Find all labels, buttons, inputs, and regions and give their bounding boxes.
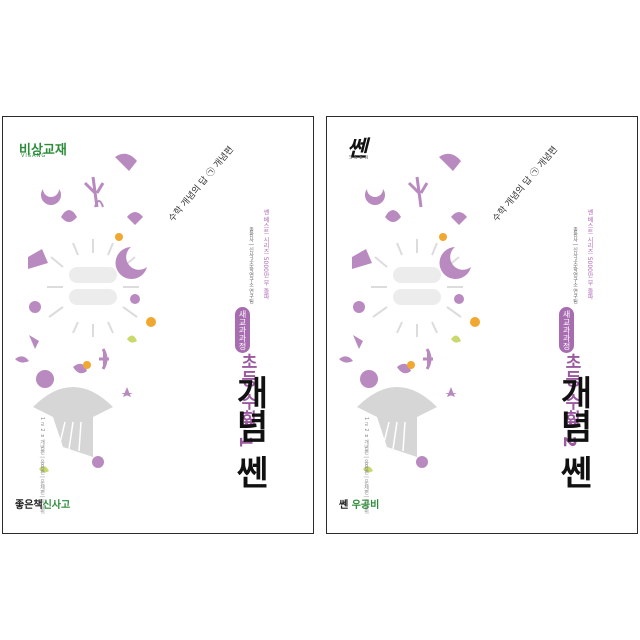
- grade-label: 3-2: [559, 417, 579, 448]
- publisher-logo: 쎈 우공비: [339, 496, 379, 511]
- brand-logo: 비상교재: [19, 143, 67, 158]
- brand-logo-sub: VISANG: [21, 153, 47, 159]
- publisher-accent: 신사고: [42, 500, 71, 511]
- bird-icon: [115, 153, 137, 171]
- subject-label: 초등 수학: [561, 353, 581, 427]
- publisher-logo: 좋은책신사고: [15, 496, 70, 511]
- book-title: 개념 쎈: [553, 375, 593, 489]
- bird-icon: [439, 153, 461, 171]
- brand-logo-sub: SSEN: [349, 155, 371, 161]
- grade-label: 3-1: [235, 417, 255, 448]
- publisher-note: 출판사 | 신사고수학연구소 연구팀: [572, 227, 578, 304]
- sun-rays-icon: [371, 239, 463, 337]
- publisher-note: 출판사 | 신사고수학연구소 연구팀: [248, 227, 254, 304]
- brand-logo: 쎈: [347, 137, 367, 162]
- edition-list: 1 ㄹ 2 ㅂ 개념편 | 응용편 | 문제편 | 최상위: [363, 417, 369, 515]
- publisher-main: 좋은책: [15, 500, 43, 511]
- cover-illustration: [15, 153, 156, 473]
- book-title: 개념 쎈: [229, 375, 269, 489]
- cover-illustration: [339, 153, 480, 473]
- publisher-accent: 우공비: [351, 500, 380, 511]
- curriculum-badge: 새교과과정: [559, 307, 574, 353]
- subject-label: 초등 수학: [237, 353, 257, 427]
- curriculum-badge: 새교과과정: [235, 307, 250, 353]
- publisher-main: 쎈: [339, 500, 349, 511]
- book-cover-3-1[interactable]: 비상교재 VISANG 수학 개념의 답 ㉠ 개념편 쎈 베스트 시리즈 500…: [2, 116, 314, 534]
- series-note: 쎈 베스트 시리즈 5000만 부 돌파: [586, 209, 593, 300]
- edition-list: 1 ㄹ 2 ㅂ 개념편 | 응용편 | 문제편 | 최상위: [39, 417, 45, 515]
- series-note: 쎈 베스트 시리즈 5000만 부 돌파: [262, 209, 269, 300]
- book-cover-3-2[interactable]: 쎈 SSEN 수학 개념의 답 ㉠ 개념편 쎈 베스트 시리즈 5000만 부 …: [326, 116, 638, 534]
